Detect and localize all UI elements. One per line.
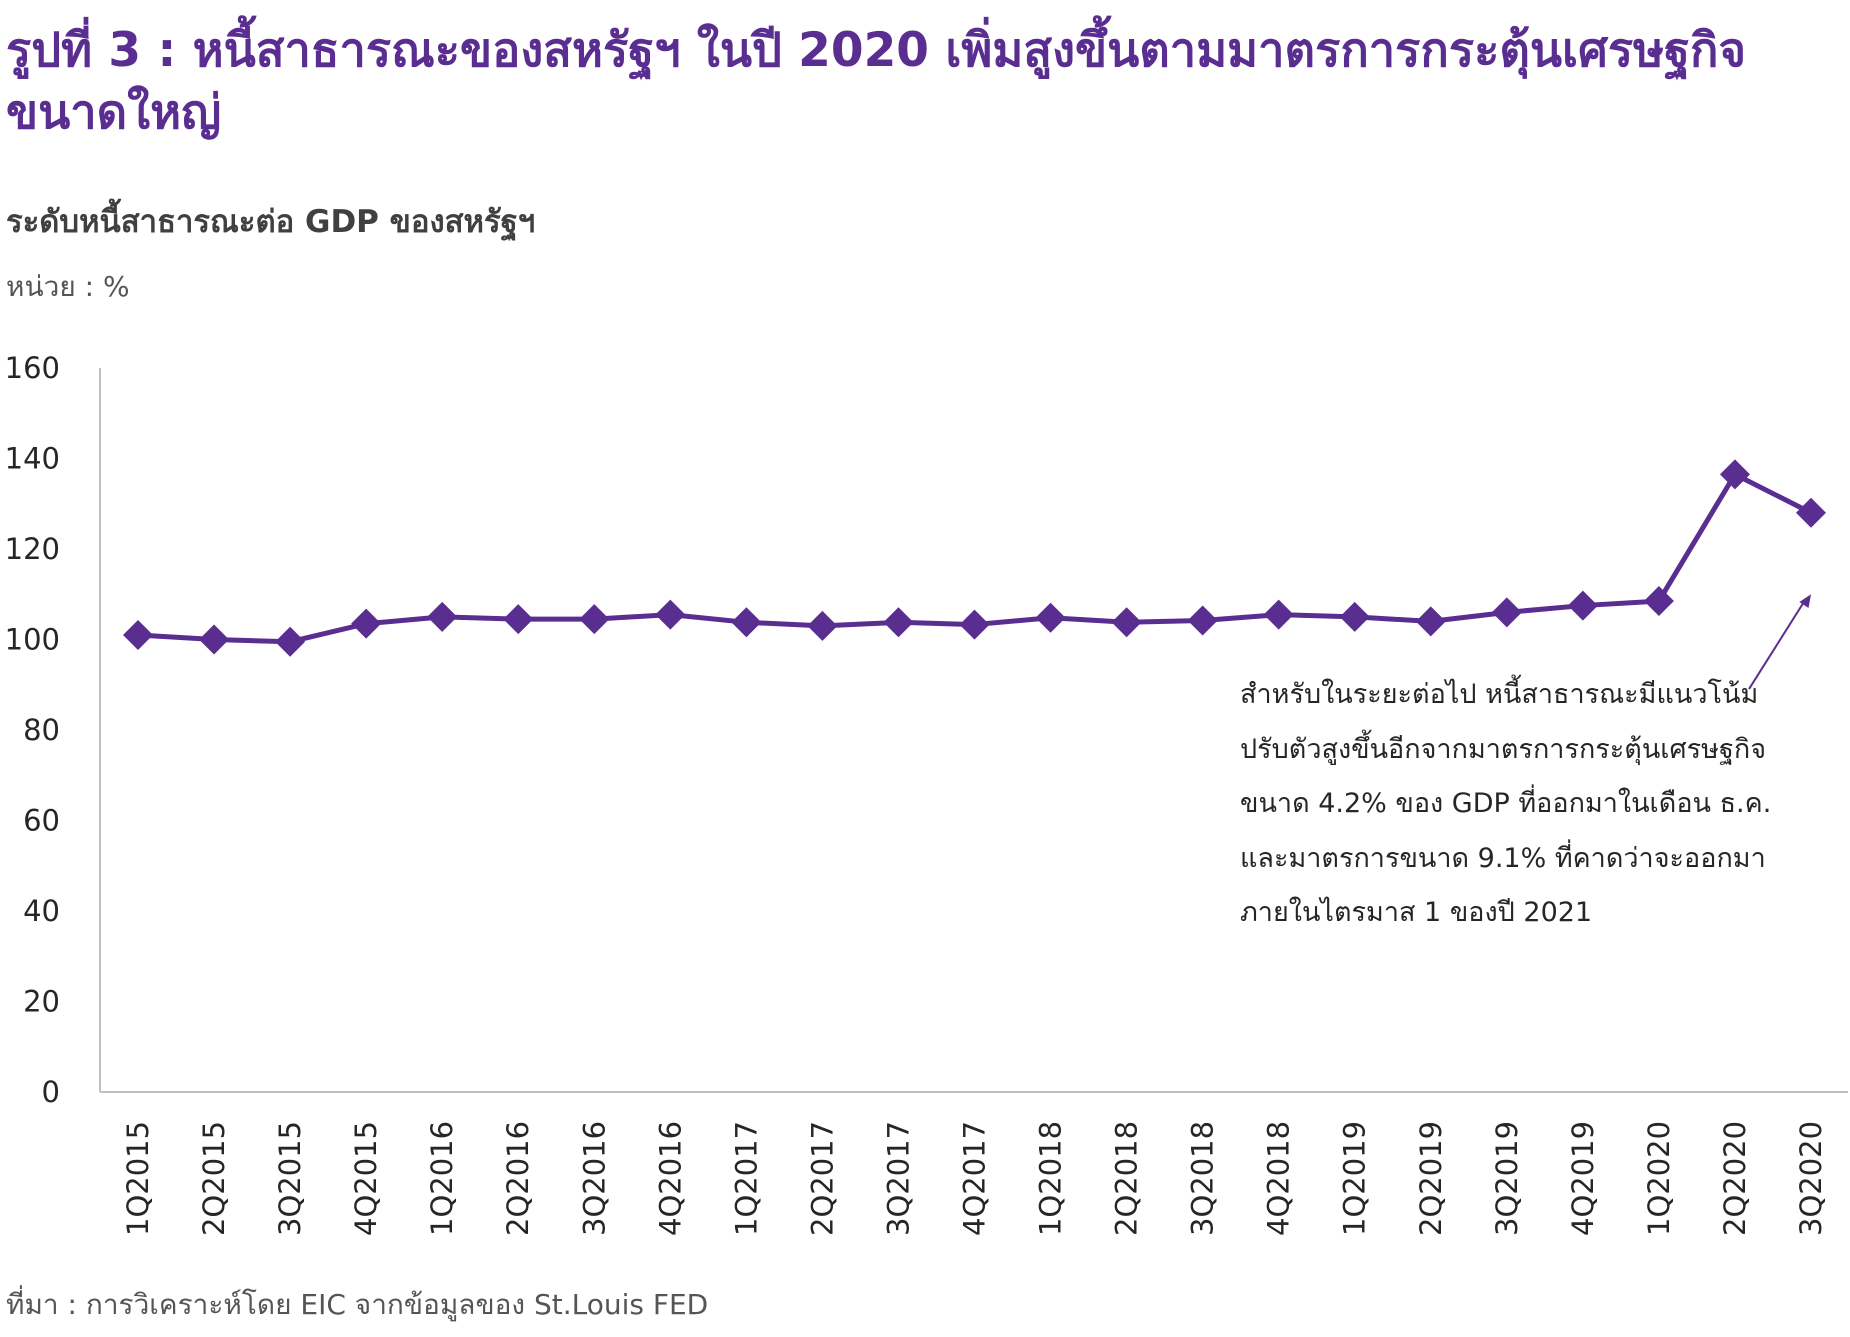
x-tick-label: 3Q2020 xyxy=(1794,1121,1828,1236)
x-tick-label: 1Q2015 xyxy=(121,1121,155,1236)
data-point xyxy=(579,604,610,635)
x-tick-label: 2Q2016 xyxy=(501,1121,535,1236)
annotation-line: ขนาด 4.2% ของ GDP ที่ออกมาในเดือน ธ.ค. xyxy=(1240,788,1772,819)
annotation-line: และมาตรการขนาด 9.1% ที่คาดว่าจะออกมา xyxy=(1240,842,1766,874)
y-tick-label: 120 xyxy=(5,532,60,566)
data-point xyxy=(1491,597,1522,628)
x-tick-label: 4Q2017 xyxy=(958,1121,992,1236)
data-point xyxy=(275,626,306,657)
data-point xyxy=(1111,607,1142,638)
data-point xyxy=(1567,590,1598,621)
x-tick-label: 2Q2020 xyxy=(1718,1121,1752,1236)
source-note: ที่มา : การวิเคราะห์โดย EIC จากข้อมูลของ… xyxy=(6,1288,709,1321)
annotation-arrowhead xyxy=(1799,594,1811,609)
x-tick-label: 3Q2018 xyxy=(1186,1121,1220,1236)
data-point xyxy=(807,610,838,641)
data-point xyxy=(503,604,534,635)
y-tick-label: 100 xyxy=(5,623,60,657)
data-point xyxy=(1643,586,1674,617)
data-point xyxy=(1339,601,1370,632)
data-point xyxy=(1263,599,1294,630)
data-point xyxy=(427,601,458,632)
data-point xyxy=(655,599,686,630)
x-tick-label: 2Q2015 xyxy=(197,1121,231,1236)
x-tick-label: 3Q2016 xyxy=(577,1121,611,1236)
annotation-line: สำหรับในระยะต่อไป หนี้สาธารณะมีแนวโน้ม xyxy=(1240,679,1759,710)
data-point xyxy=(123,619,153,650)
data-point xyxy=(1796,497,1826,528)
data-point xyxy=(731,607,762,638)
x-tick-label: 2Q2019 xyxy=(1414,1121,1448,1236)
data-point xyxy=(959,609,990,640)
y-tick-label: 80 xyxy=(23,713,60,747)
chart-figure-title: รูปที่ 3 : หนี้สาธารณะของสหรัฐฯ ในปี 202… xyxy=(6,23,1747,140)
y-tick-label: 20 xyxy=(23,985,60,1019)
x-tick-label: 1Q2016 xyxy=(425,1121,459,1236)
annotation-line: ภายในไตรมาส 1 ของปี 2021 xyxy=(1240,897,1593,928)
y-tick-label: 40 xyxy=(23,894,60,928)
data-point xyxy=(883,607,914,638)
y-tick-label: 60 xyxy=(23,804,60,838)
data-point xyxy=(1415,606,1446,637)
y-tick-label: 140 xyxy=(5,442,60,476)
line-chart: 0 20 40 60 80 100 120 140 160 1Q2015 2Q2015 3Q2015 4… xyxy=(5,351,1848,1236)
x-tick-label: 4Q2019 xyxy=(1566,1121,1600,1236)
x-tick-label: 4Q2016 xyxy=(653,1121,687,1236)
x-tick-label: 1Q2018 xyxy=(1034,1121,1068,1236)
x-tick-label: 4Q2015 xyxy=(349,1121,383,1236)
data-point xyxy=(1719,459,1750,490)
x-tick-label: 1Q2019 xyxy=(1338,1121,1372,1236)
x-tick-label: 1Q2020 xyxy=(1642,1121,1676,1236)
y-tick-label: 160 xyxy=(5,351,60,385)
x-tick-label: 4Q2018 xyxy=(1262,1121,1296,1236)
y-tick-label: 0 xyxy=(42,1075,60,1109)
x-tick-label: 2Q2017 xyxy=(805,1121,839,1236)
data-point xyxy=(351,608,382,639)
x-tick-label: 2Q2018 xyxy=(1110,1121,1144,1236)
annotation-text: สำหรับในระยะต่อไป หนี้สาธารณะมีแนวโน้ม ป… xyxy=(1240,668,1840,941)
annotation-line: ปรับตัวสูงขึ้นอีกจากมาตรการกระตุ้นเศรษฐก… xyxy=(1240,733,1767,765)
annotation-arrow xyxy=(1748,599,1806,690)
data-point xyxy=(199,624,230,655)
unit-label: หน่วย : % xyxy=(6,270,130,303)
x-tick-label: 3Q2015 xyxy=(273,1121,307,1236)
x-tick-label: 3Q2017 xyxy=(881,1121,915,1236)
chart-subtitle: ระดับหนี้สาธารณะต่อ GDP ของสหรัฐฯ xyxy=(6,204,536,240)
data-point xyxy=(1187,605,1218,636)
x-tick-label: 1Q2017 xyxy=(729,1121,763,1236)
data-point xyxy=(1035,602,1066,633)
x-tick-label: 3Q2019 xyxy=(1490,1121,1524,1236)
